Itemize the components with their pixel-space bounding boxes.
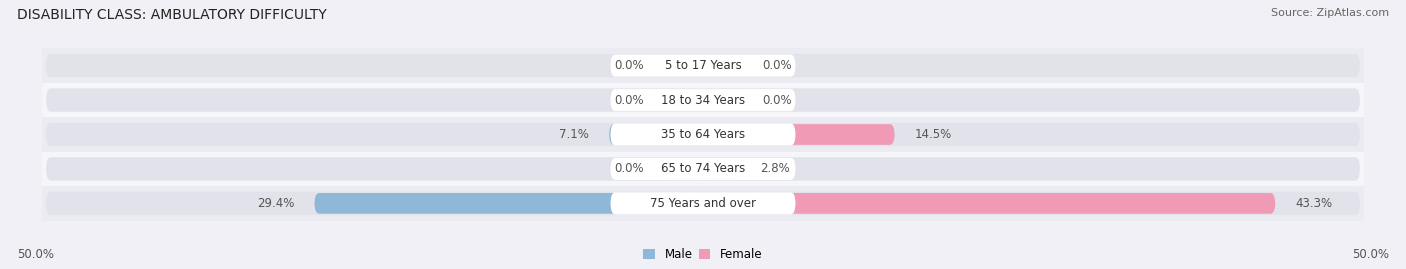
Text: 0.0%: 0.0% [762,94,792,107]
Text: 0.0%: 0.0% [614,162,644,175]
FancyBboxPatch shape [703,124,894,145]
FancyBboxPatch shape [703,193,1275,214]
FancyBboxPatch shape [703,55,742,76]
Text: 0.0%: 0.0% [614,94,644,107]
Text: 2.8%: 2.8% [759,162,790,175]
Text: 0.0%: 0.0% [614,59,644,72]
Text: 5 to 17 Years: 5 to 17 Years [665,59,741,72]
FancyBboxPatch shape [46,54,1360,77]
FancyBboxPatch shape [46,192,1360,215]
FancyBboxPatch shape [42,48,1364,83]
FancyBboxPatch shape [609,124,703,145]
FancyBboxPatch shape [46,123,1360,146]
Text: 29.4%: 29.4% [257,197,295,210]
FancyBboxPatch shape [664,55,703,76]
FancyBboxPatch shape [703,90,742,110]
Legend: Male, Female: Male, Female [638,243,768,266]
FancyBboxPatch shape [42,152,1364,186]
FancyBboxPatch shape [610,158,796,180]
FancyBboxPatch shape [610,123,796,146]
Text: 50.0%: 50.0% [17,248,53,261]
FancyBboxPatch shape [610,89,796,111]
FancyBboxPatch shape [42,117,1364,152]
Text: 50.0%: 50.0% [1353,248,1389,261]
FancyBboxPatch shape [703,159,740,179]
Text: 75 Years and over: 75 Years and over [650,197,756,210]
Text: 0.0%: 0.0% [762,59,792,72]
Text: Source: ZipAtlas.com: Source: ZipAtlas.com [1271,8,1389,18]
Text: 14.5%: 14.5% [914,128,952,141]
Text: 18 to 34 Years: 18 to 34 Years [661,94,745,107]
FancyBboxPatch shape [664,159,703,179]
FancyBboxPatch shape [46,157,1360,181]
Text: 43.3%: 43.3% [1295,197,1333,210]
FancyBboxPatch shape [610,55,796,77]
FancyBboxPatch shape [42,83,1364,117]
FancyBboxPatch shape [610,192,796,214]
Text: 65 to 74 Years: 65 to 74 Years [661,162,745,175]
FancyBboxPatch shape [315,193,703,214]
Text: DISABILITY CLASS: AMBULATORY DIFFICULTY: DISABILITY CLASS: AMBULATORY DIFFICULTY [17,8,326,22]
Text: 7.1%: 7.1% [560,128,589,141]
FancyBboxPatch shape [46,88,1360,112]
FancyBboxPatch shape [42,186,1364,221]
FancyBboxPatch shape [664,90,703,110]
Text: 35 to 64 Years: 35 to 64 Years [661,128,745,141]
